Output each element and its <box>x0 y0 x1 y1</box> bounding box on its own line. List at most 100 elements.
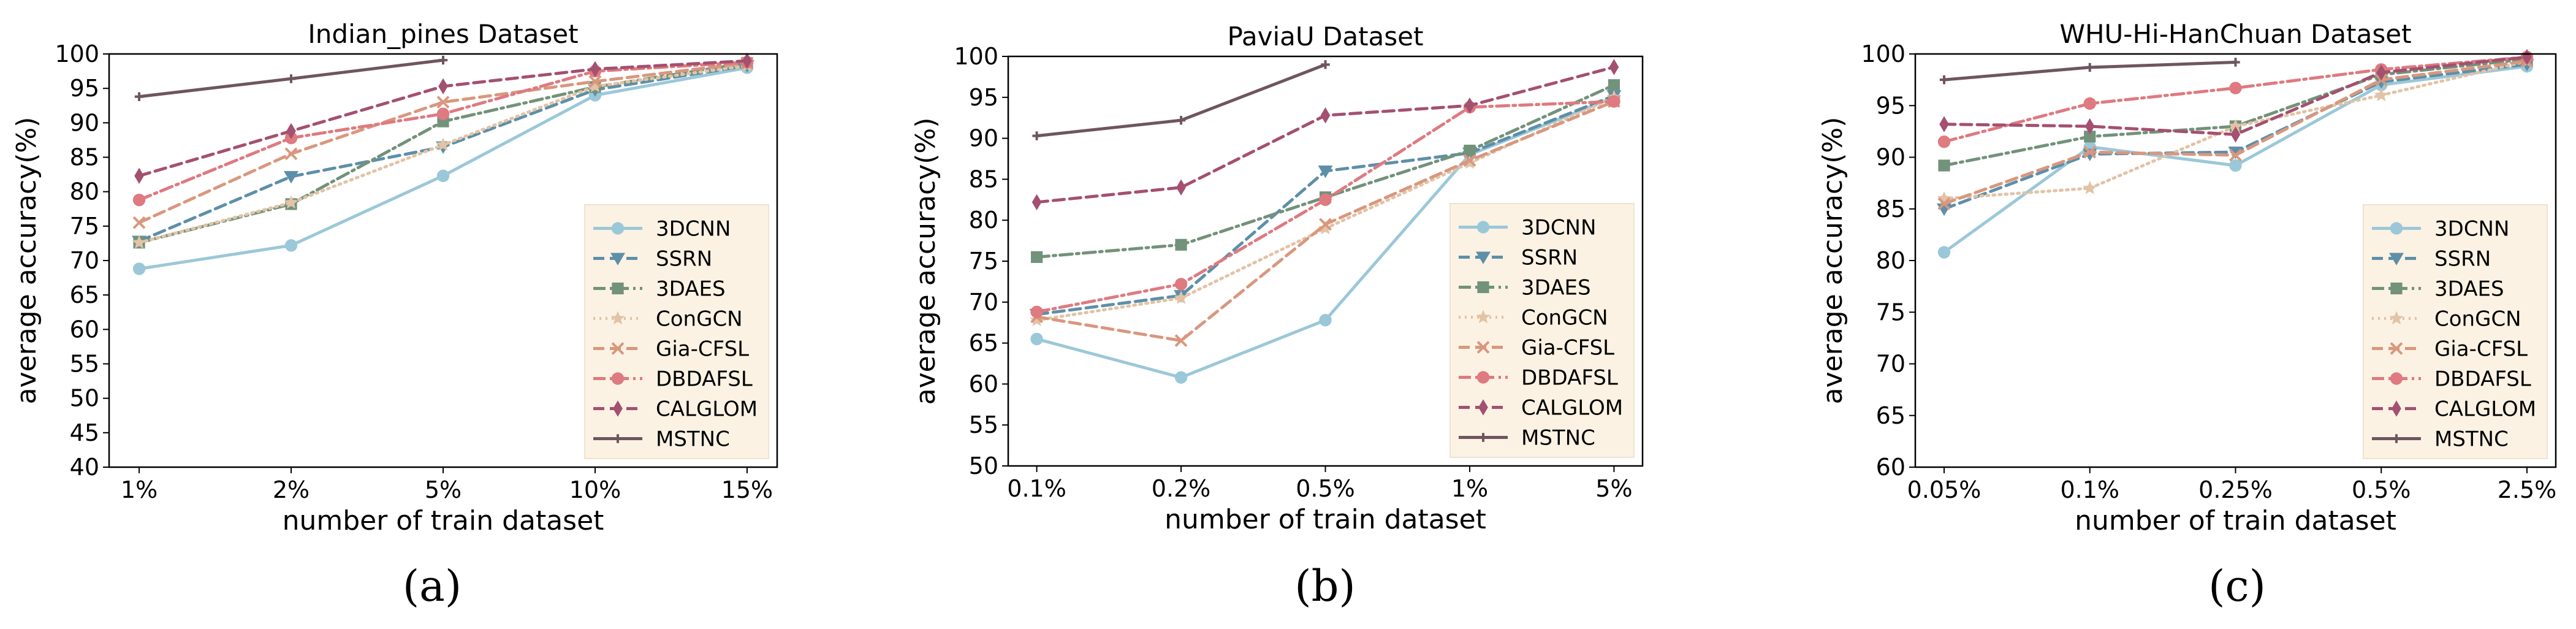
y-tick-label: 80 <box>70 178 99 205</box>
series-calglom <box>1939 48 2532 143</box>
x-tick-label: 1% <box>121 476 158 503</box>
legend-label: DBDAFSL <box>1521 366 1618 391</box>
data-point-dbdafsl <box>436 107 450 120</box>
data-point-calglom <box>2376 64 2387 81</box>
data-point-dbdafsl <box>1319 193 1332 206</box>
legend-marker <box>2390 342 2403 355</box>
data-point-mstnc <box>2085 63 2094 72</box>
y-tick-label: 65 <box>969 330 998 357</box>
y-tick-label: 80 <box>969 207 998 234</box>
y-tick-label: 75 <box>70 213 99 240</box>
x-tick-label: 0.1% <box>2060 476 2119 503</box>
legend-marker <box>1478 433 1488 442</box>
data-point-calglom <box>2522 48 2532 66</box>
panel-label: (a) <box>403 561 462 611</box>
legend-entry-calglom: CALGLOM <box>1459 396 1623 421</box>
legend-marker <box>611 342 625 355</box>
legend-label: ConGCN <box>656 307 743 332</box>
legend-entry-3daes: 3DAES <box>2372 277 2504 302</box>
data-point-dbdafsl <box>132 193 146 207</box>
data-point-congcn <box>1318 221 1332 235</box>
y-tick-label: 100 <box>55 40 99 67</box>
panel-label: (c) <box>2208 561 2266 611</box>
data-point-3dcnn <box>1319 313 1332 327</box>
y-tick-label: 65 <box>70 281 99 308</box>
data-point-calglom <box>2230 126 2241 143</box>
x-tick-label: 0.5% <box>2352 476 2411 503</box>
data-point-calglom <box>2084 118 2095 135</box>
legend-label: ConGCN <box>2434 307 2521 332</box>
x-axis-label: number of train dataset <box>2075 505 2396 536</box>
legend-label: DBDAFSL <box>656 367 753 392</box>
legend-entry-dbdafsl: DBDAFSL <box>1459 366 1618 391</box>
chart-title: PaviaU Dataset <box>1227 21 1423 51</box>
legend-entry-congcn: ConGCN <box>2372 307 2521 332</box>
data-point-gia-cfsl <box>588 75 602 88</box>
legend-marker <box>2389 253 2404 265</box>
y-tick-label: 75 <box>969 248 998 275</box>
data-point-gia-cfsl <box>2229 148 2242 162</box>
data-point-mstnc <box>1176 116 1186 125</box>
series-mstnc <box>134 55 448 101</box>
y-tick-label: 85 <box>1876 196 1905 223</box>
data-point-3daes <box>2084 131 2096 143</box>
data-point-3dcnn <box>1030 332 1043 346</box>
legend-entry-mstnc: MSTNC <box>593 427 730 452</box>
data-point-3daes <box>1030 251 1043 263</box>
y-tick-label: 50 <box>70 385 99 412</box>
series-mstnc <box>1939 58 2240 85</box>
legend-marker <box>1476 310 1491 324</box>
series-line-calglom <box>1035 65 1616 204</box>
x-tick-label: 10% <box>569 476 621 503</box>
data-point-gia-cfsl <box>1937 197 1951 210</box>
legend-marker <box>611 372 625 385</box>
series-line-gia-cfsl <box>137 61 749 224</box>
data-point-calglom <box>1465 97 1475 114</box>
legend-entry-3dcnn: 3DCNN <box>593 217 731 242</box>
x-tick-label: 5% <box>425 476 462 503</box>
y-tick-label: 65 <box>1876 402 1905 429</box>
legend-label: CALGLOM <box>2434 397 2536 422</box>
legend-label: 3DCNN <box>2434 217 2509 242</box>
legend-marker <box>2389 311 2404 325</box>
series-mstnc <box>1032 60 1330 140</box>
legend-marker <box>1476 221 1490 234</box>
data-point-calglom <box>590 61 600 77</box>
legend-entry-mstnc: MSTNC <box>2372 427 2509 452</box>
series-calglom <box>1032 59 1619 211</box>
data-point-gia-cfsl <box>132 216 146 229</box>
legend-marker <box>612 282 624 295</box>
legend-box <box>1449 203 1635 458</box>
x-tick-label: 2.5% <box>2498 476 2557 503</box>
x-tick-label: 0.2% <box>1152 475 1211 502</box>
legend-label: MSTNC <box>656 427 730 452</box>
legend-marker <box>1476 251 1491 264</box>
data-point-gia-cfsl <box>284 147 298 161</box>
y-tick-label: 70 <box>70 247 99 274</box>
data-point-mstnc <box>1032 131 1041 140</box>
legend-entry-gia-cfsl: Gia-CFSL <box>593 337 749 362</box>
data-point-ssrn <box>1318 166 1333 178</box>
y-tick-label: 100 <box>1861 40 1905 67</box>
legend-entry-ssrn: SSRN <box>593 247 712 272</box>
y-tick-label: 85 <box>70 144 99 171</box>
data-point-calglom <box>438 78 448 94</box>
data-point-gia-cfsl <box>436 96 450 109</box>
data-point-congcn <box>2083 181 2097 194</box>
y-tick-label: 90 <box>1876 144 1905 171</box>
y-axis-label: average accuracy(%) <box>1817 117 1848 405</box>
data-point-3daes <box>1608 79 1620 91</box>
legend-marker <box>1476 341 1490 354</box>
legend-entry-3dcnn: 3DCNN <box>1459 216 1596 240</box>
data-point-gia-cfsl <box>1319 218 1332 231</box>
legend-label: CALGLOM <box>656 397 758 422</box>
legend-label: Gia-CFSL <box>1521 336 1614 360</box>
data-point-3dcnn <box>436 169 450 183</box>
series-line-mstnc <box>1035 63 1327 138</box>
legend: 3DCNN SSRN 3DAES ConGCN Gia-CFSL DBDAFSL CALGL… <box>584 204 769 459</box>
legend-label: ConGCN <box>1521 306 1608 330</box>
legend-entry-calglom: CALGLOM <box>593 397 758 422</box>
data-point-dbdafsl <box>2229 82 2242 94</box>
x-tick-label: 5% <box>1595 475 1632 502</box>
data-point-3daes <box>1175 238 1187 251</box>
